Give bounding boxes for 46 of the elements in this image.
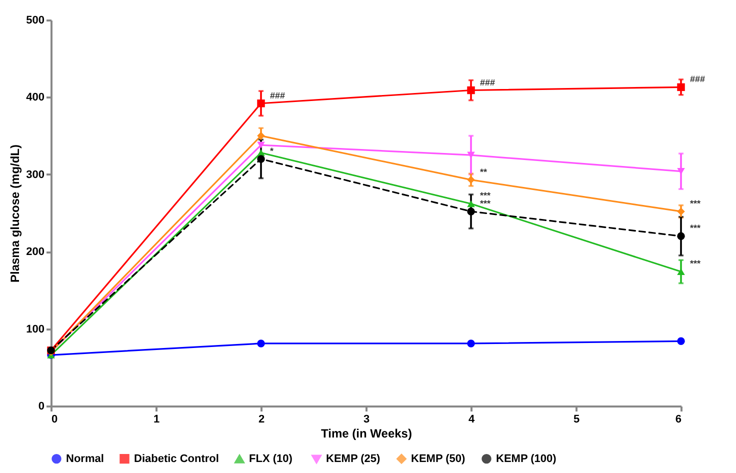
point [677,232,685,240]
point [467,200,475,208]
x-tick-label: 6 [675,414,682,426]
legend-label: KEMP (100) [496,452,557,465]
y-axis-title: Plasma glucose (mg/dL) [8,144,22,283]
point [257,155,265,163]
point [467,86,475,94]
legend-label: Normal [66,452,104,465]
legend-label: KEMP (50) [411,452,466,465]
annotation: *** [480,190,492,201]
point [257,100,265,108]
point [257,340,265,348]
x-axis-title: Time (in Weeks) [321,426,412,440]
annotation: *** [690,198,702,208]
point [677,83,685,92]
y-tick-label: 300 [26,168,44,181]
point [677,208,685,216]
annotation: ** [480,166,488,177]
y-tick-label: 500 [26,14,44,26]
point [467,152,475,158]
point [257,132,265,140]
legend-label: Diabetic Control [134,452,219,465]
annotation: * [270,146,274,156]
x-tick-label: 4 [468,414,476,426]
point [467,340,475,348]
x-tick-label: 5 [573,414,580,426]
y-tick-label: 200 [26,246,44,258]
annotation: *** [690,258,702,269]
x-tick-label: 0 [52,414,58,426]
x-tick-label: 1 [153,414,160,426]
annotation: *** [480,198,492,208]
x-tick-label: 2 [258,414,265,426]
legend-label: KEMP (25) [326,453,381,466]
point [467,176,475,184]
annotation: ### [270,90,286,100]
annotation: ### [480,77,496,88]
y-tick-label: 100 [26,323,44,336]
point [677,337,685,346]
point [467,208,475,216]
annotation: ### [690,74,706,84]
annotation: *** [690,223,702,234]
y-tick-label: 0 [38,400,44,412]
y-tick-label: 400 [26,92,44,104]
x-tick-label: 3 [363,414,370,426]
legend-label: FLX (10) [249,453,293,466]
point [257,142,265,148]
